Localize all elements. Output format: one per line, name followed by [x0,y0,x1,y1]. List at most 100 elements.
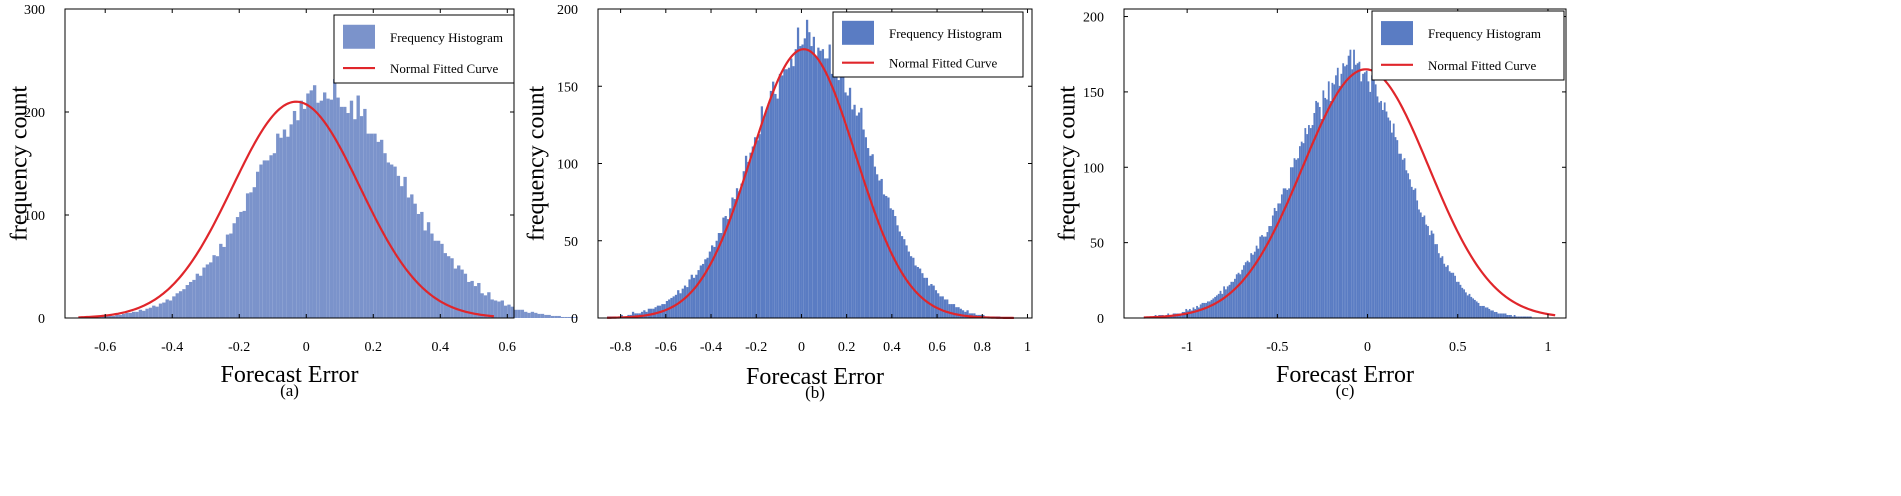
panel-c-legend: Frequency Histogram Normal Fitted Curve [1371,10,1565,81]
histogram-bar [1529,316,1532,318]
histogram-bar [1221,293,1224,318]
histogram-bar [1340,73,1343,318]
histogram-bar [1513,314,1516,318]
histogram-bar [1519,316,1521,318]
histogram-bar [252,187,256,318]
histogram-bar [480,293,484,318]
histogram-bar [1315,100,1318,318]
histogram-bar [192,279,196,318]
histogram-bar [930,284,933,318]
histogram-bar [537,313,541,318]
histogram-bar [1309,128,1312,318]
histogram-bar [205,264,210,318]
histogram-bar [1490,310,1493,318]
histogram-bar [1273,207,1276,318]
x-tick-label: 0 [1364,340,1371,355]
histogram-bar [406,197,411,318]
histogram-bar [1311,125,1314,318]
histogram-bar [1282,188,1285,318]
panel-a-fitted-curve [78,100,495,319]
histogram-bar [781,75,784,318]
histogram-bar [497,301,501,318]
panel-c-bars [1143,49,1532,319]
histogram-bar [1338,85,1341,319]
histogram-bar [430,233,434,318]
panel-a-legend-histogram-swatch [343,24,375,49]
histogram-bar [828,44,831,318]
histogram-bar [833,55,836,318]
histogram-bar [1228,284,1231,318]
histogram-bar [202,267,206,318]
panel-a-legend-histogram-label: Frequency Histogram [390,30,503,45]
panel-c-fitted-curve [1143,68,1556,319]
histogram-bar [178,291,183,318]
histogram-bar [1437,253,1440,318]
histogram-bar [846,95,849,319]
histogram-bar [1333,84,1336,319]
histogram-bar [1466,295,1469,318]
histogram-bar [1230,281,1233,318]
histogram-bar [1380,100,1382,318]
histogram-bar [1248,262,1251,318]
histogram-bar [1360,81,1363,318]
y-tick-label: 0 [571,312,578,327]
histogram-bar [1401,159,1404,318]
histogram-bar [1179,313,1182,318]
histogram-bar [1502,313,1505,318]
histogram-bar [1351,69,1354,318]
histogram-bar [1473,299,1476,318]
histogram-bar [1353,49,1355,318]
histogram-bar [152,305,156,318]
histogram-bar [1275,210,1278,318]
histogram-bar [1376,96,1379,318]
histogram-bar [948,304,951,318]
histogram-bar [803,38,806,319]
histogram-bar [794,49,797,319]
histogram-bar [1441,256,1444,318]
histogram-bar [799,46,802,318]
y-tick-label: 200 [557,3,578,18]
histogram-bar [824,58,827,318]
x-tick-label: -0.8 [610,340,632,355]
histogram-bar [1381,109,1384,319]
histogram-bar [1459,284,1462,318]
histogram-bar [527,312,531,318]
histogram-bar [460,269,464,318]
histogram-bar [1300,141,1303,318]
histogram-bar [118,314,122,318]
histogram-bar [1481,305,1484,318]
histogram-bar [796,27,800,318]
histogram-bar [108,314,112,318]
histogram-bar [1288,188,1290,318]
histogram-bar [1270,226,1272,318]
histogram-bar [426,222,431,318]
histogram-bar [319,100,324,318]
histogram-bar [1407,173,1410,318]
histogram-bar [873,166,877,318]
histogram-bar [490,299,494,318]
histogram-bar [1201,302,1204,318]
histogram-bar [785,69,788,318]
histogram-bar [450,258,454,318]
histogram-bar [851,109,854,318]
histogram-bar [900,236,904,318]
histogram-bar [1344,66,1346,318]
panel-b-caption: (b) [805,383,825,402]
histogram-bar [1463,289,1465,318]
histogram-bar [550,315,555,318]
histogram-bar [125,312,129,318]
panel-c-x-ticks: -1 -0.5 0 0.5 1 [1181,9,1551,355]
histogram-bar [817,47,820,319]
histogram-bar [805,19,809,319]
histogram-bar [690,274,693,318]
histogram-bar [333,79,337,318]
histogram-bar [643,310,646,318]
histogram-bar [349,100,354,318]
histogram-bar [1262,236,1265,318]
histogram-bar [1335,75,1337,318]
histogram-bar [1237,272,1240,318]
x-tick-label: 0.5 [1449,340,1467,355]
histogram-bar [282,129,287,318]
histogram-bar [731,197,734,318]
